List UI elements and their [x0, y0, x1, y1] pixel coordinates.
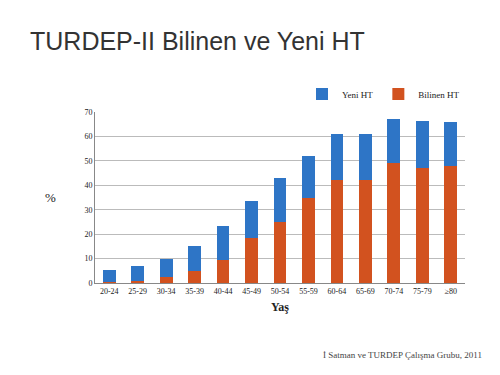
svg-text:40: 40 [84, 181, 92, 190]
svg-text:60: 60 [84, 132, 92, 141]
svg-text:35-39: 35-39 [185, 287, 204, 296]
svg-text:10: 10 [84, 254, 92, 263]
svg-text:Bilinen HT: Bilinen HT [418, 90, 459, 100]
svg-text:İ Satman ve TURDEP Çalışma Gru: İ Satman ve TURDEP Çalışma Grubu, 2011 [323, 350, 482, 360]
svg-text:Yaş: Yaş [271, 300, 289, 314]
svg-text:50-54: 50-54 [271, 287, 290, 296]
svg-text:60-64: 60-64 [328, 287, 347, 296]
svg-text:%: % [45, 190, 56, 205]
svg-text:25-29: 25-29 [128, 287, 147, 296]
svg-text:20-24: 20-24 [100, 287, 119, 296]
svg-text:65-69: 65-69 [356, 287, 375, 296]
svg-text:70: 70 [84, 108, 92, 117]
svg-text:30-34: 30-34 [157, 287, 176, 296]
svg-text:75-79: 75-79 [413, 287, 432, 296]
svg-text:30: 30 [84, 206, 92, 215]
svg-text:50: 50 [84, 157, 92, 166]
svg-text:70-74: 70-74 [385, 287, 404, 296]
svg-text:Yeni HT: Yeni HT [342, 90, 373, 100]
svg-text:55-59: 55-59 [299, 287, 318, 296]
svg-text:45-49: 45-49 [242, 287, 261, 296]
svg-text:TURDEP-II Bilinen ve Yeni HT: TURDEP-II Bilinen ve Yeni HT [30, 27, 365, 55]
svg-text:40-44: 40-44 [214, 287, 233, 296]
svg-text:0: 0 [88, 279, 92, 288]
svg-text:≥80: ≥80 [445, 287, 457, 296]
svg-text:20: 20 [84, 230, 92, 239]
